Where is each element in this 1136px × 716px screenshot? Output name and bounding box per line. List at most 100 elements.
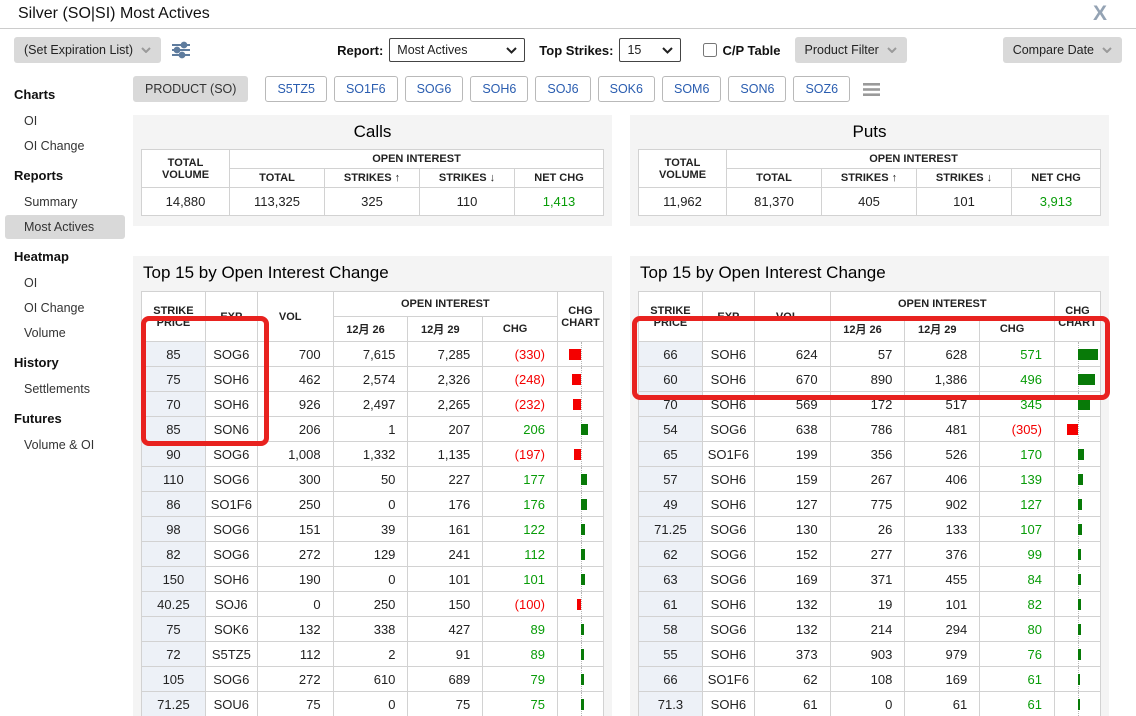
- sliders-icon[interactable]: [171, 41, 191, 59]
- tab-soz6[interactable]: SOZ6: [793, 76, 851, 102]
- vol-cell: 112: [256, 641, 334, 667]
- calls-summary-table: TOTAL VOLUME OPEN INTEREST TOTAL STRIKES…: [141, 149, 604, 216]
- oi-date2-cell: 101: [407, 566, 484, 592]
- table-row: 71.25 SOU6 75 0 75 75: [141, 691, 604, 716]
- col-strikes-up: STRIKES ↑: [821, 168, 917, 188]
- oi-date1-cell: 610: [332, 666, 409, 692]
- table-row: 70 SOH6 569 172 517 345: [638, 391, 1101, 417]
- strike-price-cell: 40.25: [141, 591, 206, 617]
- chevron-down-icon: [1102, 47, 1112, 53]
- tab-sog6[interactable]: SOG6: [404, 76, 464, 102]
- chg-bar: [572, 398, 581, 410]
- oi-date1-cell: 129: [332, 541, 409, 567]
- chg-bar: [1077, 573, 1081, 585]
- table-row: 11,962 81,370 405 101 3,913: [638, 187, 1101, 216]
- product-filter-button[interactable]: Product Filter: [794, 37, 907, 63]
- col-total-volume: TOTAL VOLUME: [638, 149, 727, 188]
- chevron-down-icon: [141, 47, 151, 53]
- compare-date-button[interactable]: Compare Date: [1002, 37, 1122, 63]
- col-total-volume: TOTAL VOLUME: [141, 149, 230, 188]
- chg-bar: [1077, 548, 1081, 560]
- strike-price-cell: 49: [638, 491, 703, 517]
- tab-s5tz5[interactable]: S5TZ5: [265, 76, 327, 102]
- calls-top15-title: Top 15 by Open Interest Change: [143, 263, 389, 282]
- sidebar-item-charts-oi[interactable]: OI: [24, 114, 38, 128]
- chg-cell: (197): [482, 441, 558, 467]
- col-strikes-up: STRIKES ↑: [324, 168, 420, 188]
- puts-top15-table: STRIKE PRICE EXP VOL OPEN INTEREST CHG C…: [638, 291, 1101, 716]
- strike-price-cell: 71.25: [141, 691, 206, 716]
- chg-bar: [1066, 423, 1078, 435]
- oi-date2-cell: 133: [904, 516, 981, 542]
- chg-chart-cell: [1054, 516, 1101, 542]
- col-open-interest: OPEN INTEREST: [332, 291, 559, 317]
- chg-cell: 79: [482, 666, 558, 692]
- puts-top15-title: Top 15 by Open Interest Change: [640, 263, 886, 282]
- close-icon[interactable]: X: [1092, 2, 1107, 25]
- sidebar-item-heatmap-oi-change[interactable]: OI Change: [24, 301, 85, 315]
- table-row: 105 SOG6 272 610 689 79: [141, 666, 604, 692]
- col-strike-price: STRIKE PRICE: [141, 291, 206, 342]
- menu-icon[interactable]: [863, 82, 881, 96]
- chg-chart-cell: [557, 391, 604, 417]
- table-row: 66 SO1F6 62 108 169 61: [638, 666, 1101, 692]
- exp-cell: SOG6: [204, 541, 258, 567]
- table-row: 65 SO1F6 199 356 526 170: [638, 441, 1101, 467]
- exp-cell: SOH6: [701, 491, 755, 517]
- col-chg-chart: CHG CHART: [1054, 291, 1101, 342]
- chg-chart-cell: [557, 616, 604, 642]
- exp-cell: SOH6: [204, 566, 258, 592]
- col-date2: 12月 29: [407, 316, 484, 342]
- sidebar-item-futures-volume-oi[interactable]: Volume & OI: [24, 438, 95, 452]
- oi-date2-cell: 455: [904, 566, 981, 592]
- cp-table-checkbox[interactable]: [703, 43, 718, 57]
- exp-cell: SO1F6: [204, 491, 258, 517]
- oi-date1-cell: 172: [829, 391, 906, 417]
- chevron-down-icon: [887, 47, 897, 53]
- strike-price-cell: 58: [638, 616, 703, 642]
- chg-bar: [568, 348, 581, 360]
- oi-date2-cell: 526: [904, 441, 981, 467]
- top-strikes-select[interactable]: 15: [619, 38, 682, 62]
- strike-price-cell: 71.3: [638, 691, 703, 716]
- tab-sok6[interactable]: SOK6: [597, 76, 655, 102]
- exp-cell: SOH6: [204, 366, 258, 392]
- puts-oi-total: 81,370: [726, 187, 822, 216]
- chg-cell: 61: [979, 666, 1055, 692]
- sidebar-item-heatmap-oi[interactable]: OI: [24, 276, 38, 290]
- tab-so1f6[interactable]: SO1F6: [333, 76, 398, 102]
- exp-cell: SOG6: [701, 516, 755, 542]
- oi-date2-cell: 979: [904, 641, 981, 667]
- tab-son6[interactable]: SON6: [728, 76, 787, 102]
- sidebar-item-reports-summary[interactable]: Summary: [24, 195, 78, 209]
- set-expiration-list-button[interactable]: (Set Expiration List): [14, 37, 162, 63]
- sidebar-item-charts-oi-change[interactable]: OI Change: [24, 139, 85, 153]
- col-vol: VOL: [753, 291, 831, 342]
- oi-date1-cell: 214: [829, 616, 906, 642]
- chg-cell: 345: [979, 391, 1055, 417]
- oi-date2-cell: 75: [407, 691, 484, 716]
- chg-chart-cell: [557, 491, 604, 517]
- table-row: 150 SOH6 190 0 101 101: [141, 566, 604, 592]
- tab-som6[interactable]: SOM6: [661, 76, 722, 102]
- col-chg: CHG: [979, 316, 1055, 342]
- oi-date1-cell: 50: [332, 466, 409, 492]
- report-select[interactable]: Most Actives: [389, 38, 526, 62]
- table-row: 49 SOH6 127 775 902 127: [638, 491, 1101, 517]
- sidebar-item-heatmap-volume[interactable]: Volume: [24, 326, 66, 340]
- exp-cell: SOH6: [701, 366, 755, 392]
- col-net-chg: NET CHG: [1011, 168, 1101, 188]
- sidebar-item-history-settlements[interactable]: Settlements: [24, 382, 91, 396]
- sidebar-item-reports-most-actives[interactable]: Most Actives: [5, 215, 125, 239]
- tab-soj6[interactable]: SOJ6: [535, 76, 591, 102]
- chg-bar: [1077, 348, 1098, 360]
- puts-strikes-down: 101: [916, 187, 1012, 216]
- table-row: 60 SOH6 670 890 1,386 496: [638, 366, 1101, 392]
- vol-cell: 132: [753, 591, 831, 617]
- chg-cell: 80: [979, 616, 1055, 642]
- tab-soh6[interactable]: SOH6: [470, 76, 529, 102]
- strike-price-cell: 90: [141, 441, 206, 467]
- product-tabs: PRODUCT (SO) S5TZ5 SO1F6 SOG6 SOH6 SOJ6 SOK6 S…: [133, 75, 1109, 103]
- table-row: 40.25 SOJ6 0 250 150 (100): [141, 591, 604, 617]
- tab-product-so[interactable]: PRODUCT (SO): [133, 76, 249, 102]
